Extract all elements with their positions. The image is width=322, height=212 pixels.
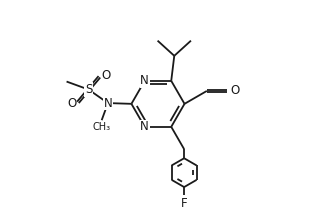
Text: O: O — [230, 84, 240, 98]
Text: O: O — [67, 97, 76, 110]
Text: N: N — [140, 74, 149, 87]
Text: N: N — [104, 97, 112, 110]
Text: CH₃: CH₃ — [93, 122, 111, 132]
Text: O: O — [101, 69, 110, 82]
Text: S: S — [85, 83, 92, 96]
Text: F: F — [181, 197, 187, 210]
Text: N: N — [140, 120, 149, 133]
